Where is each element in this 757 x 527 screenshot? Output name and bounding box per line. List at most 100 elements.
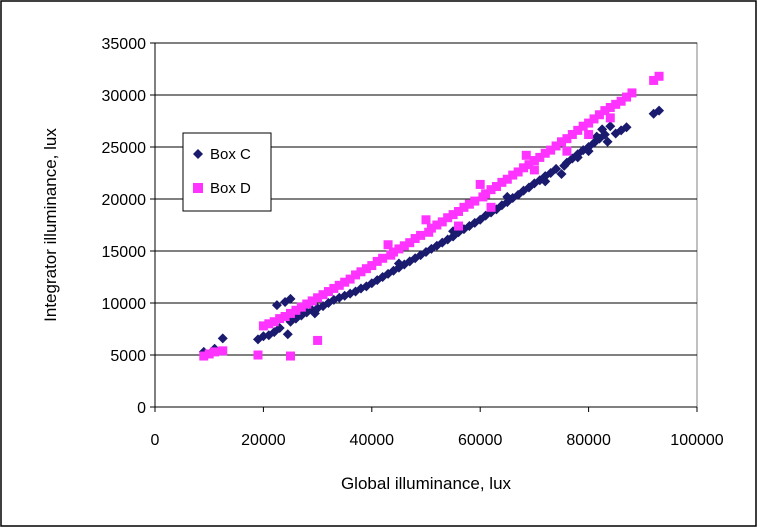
data-point: [567, 130, 577, 140]
data-point: [410, 234, 420, 244]
data-point: [443, 213, 453, 223]
data-point: [217, 333, 228, 344]
x-tick-label: 80000: [566, 432, 611, 449]
data-point: [654, 105, 665, 116]
data-point: [307, 296, 317, 306]
x-tick-label: 20000: [241, 432, 286, 449]
data-points: [198, 71, 665, 361]
y-tick-label: 25000: [102, 140, 147, 157]
tick-labels: 0 5000 10000 15000 20000 25000 30000 35000 0 2000…: [102, 36, 724, 449]
data-point: [329, 283, 339, 293]
series-box-d: [199, 71, 664, 361]
data-point: [361, 264, 371, 274]
y-axis-title: Integrator illuminance, lux: [41, 128, 60, 322]
data-point: [416, 230, 426, 240]
data-point: [529, 156, 539, 166]
data-point: [578, 121, 588, 131]
data-point: [562, 146, 572, 156]
data-point: [296, 302, 306, 312]
data-point: [204, 349, 214, 359]
data-point: [291, 305, 301, 315]
data-point: [502, 174, 512, 184]
data-point: [502, 191, 513, 202]
data-point: [562, 134, 572, 144]
data-point: [481, 189, 491, 199]
data-point: [323, 287, 333, 297]
data-point: [605, 113, 615, 123]
data-point: [280, 312, 290, 322]
axes: [150, 42, 698, 412]
data-point: [540, 176, 551, 187]
y-tick-label: 0: [137, 400, 146, 417]
legend-marker-box-c: [193, 149, 203, 159]
data-point: [282, 329, 293, 340]
data-point: [486, 202, 496, 212]
data-point: [464, 199, 474, 209]
data-point: [405, 238, 415, 248]
data-point: [275, 314, 285, 324]
data-point: [594, 110, 604, 120]
data-point: [589, 114, 599, 124]
data-point: [210, 347, 220, 357]
data-point: [616, 96, 626, 106]
data-point: [372, 256, 382, 266]
x-tick-label: 60000: [458, 432, 503, 449]
data-point: [546, 145, 556, 155]
y-tick-label: 20000: [102, 192, 147, 209]
data-point: [426, 223, 436, 233]
data-point: [271, 300, 282, 311]
data-point: [286, 351, 295, 361]
data-point: [622, 92, 632, 102]
x-tick-label: 100000: [670, 432, 723, 449]
data-point: [388, 247, 398, 257]
data-point: [475, 179, 485, 189]
legend: Box C Box D: [182, 132, 272, 212]
data-point: [454, 221, 464, 231]
data-point: [218, 346, 228, 356]
data-point: [285, 293, 296, 304]
data-point: [654, 71, 664, 81]
data-point: [383, 240, 393, 250]
data-point: [627, 88, 637, 98]
data-point: [393, 258, 404, 269]
data-point: [318, 290, 328, 300]
data-point: [421, 215, 431, 225]
data-point: [459, 202, 469, 212]
legend-label-box-c: Box C: [210, 146, 251, 163]
data-point: [600, 106, 610, 116]
data-point: [486, 185, 496, 195]
plot-area: [154, 42, 698, 408]
data-point: [557, 137, 566, 147]
data-point: [584, 130, 594, 140]
data-point: [269, 317, 279, 327]
data-point: [497, 177, 507, 187]
y-tick-label: 35000: [102, 36, 147, 53]
data-point: [524, 160, 534, 170]
legend-marker-box-d: [193, 183, 203, 193]
data-point: [521, 150, 531, 160]
data-point: [351, 270, 361, 280]
data-point: [649, 75, 659, 85]
y-tick-label: 10000: [102, 296, 147, 313]
data-point: [470, 196, 480, 206]
data-point: [573, 125, 583, 135]
data-point: [313, 293, 323, 303]
y-tick-label: 5000: [110, 348, 146, 365]
data-point: [551, 163, 562, 174]
data-point: [199, 351, 209, 361]
data-point: [448, 210, 458, 220]
data-point: [602, 136, 613, 147]
data-point: [432, 220, 442, 230]
x-axis-title: Global illuminance, lux: [341, 474, 512, 493]
data-point: [513, 167, 523, 177]
data-point: [621, 122, 632, 133]
data-point: [454, 206, 464, 216]
data-point: [367, 261, 377, 271]
data-point: [605, 121, 616, 132]
data-point: [605, 102, 615, 112]
data-point: [313, 335, 323, 345]
data-point: [551, 141, 561, 151]
data-point: [334, 280, 344, 290]
data-point: [556, 169, 567, 180]
